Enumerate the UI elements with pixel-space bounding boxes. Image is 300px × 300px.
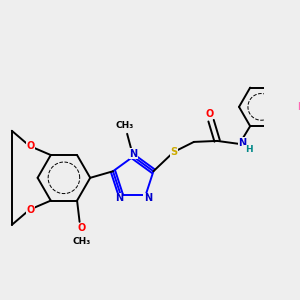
Text: O: O bbox=[206, 109, 214, 118]
Text: O: O bbox=[26, 205, 35, 215]
Text: CH₃: CH₃ bbox=[116, 121, 134, 130]
Text: CH₃: CH₃ bbox=[73, 237, 91, 246]
Text: N: N bbox=[129, 148, 137, 158]
Text: O: O bbox=[77, 224, 86, 233]
Text: O: O bbox=[26, 141, 35, 151]
Text: H: H bbox=[245, 145, 252, 154]
Text: S: S bbox=[170, 147, 177, 157]
Text: F: F bbox=[297, 102, 300, 112]
Text: N: N bbox=[144, 193, 152, 203]
Text: N: N bbox=[115, 193, 123, 203]
Text: N: N bbox=[238, 138, 247, 148]
